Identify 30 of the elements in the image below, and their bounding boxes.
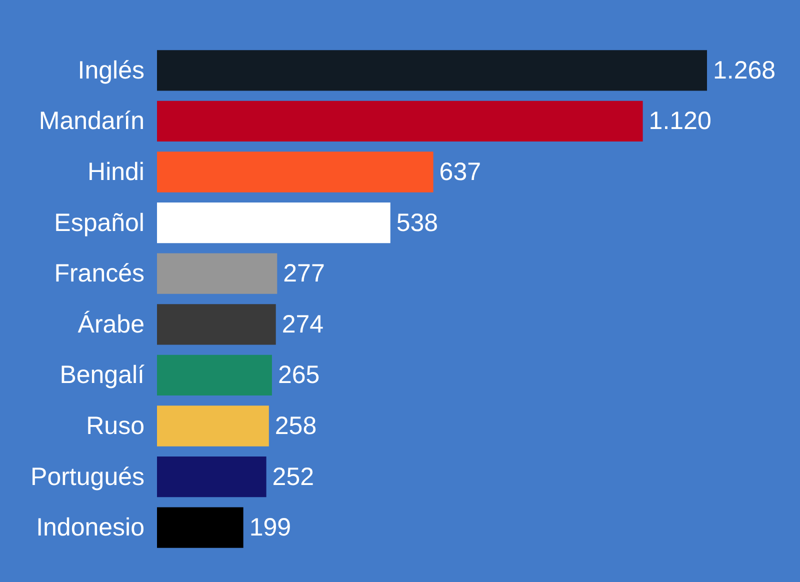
- bar: [157, 202, 390, 244]
- y-tick-label: Francés: [54, 260, 144, 288]
- bar: [157, 50, 707, 91]
- data-label: 274: [282, 310, 324, 338]
- y-tick-label: Árabe: [78, 310, 144, 338]
- y-tick-label: Bengalí: [60, 361, 145, 390]
- data-label: 1.268: [713, 56, 776, 84]
- bar: [157, 304, 276, 345]
- bar: [157, 152, 434, 192]
- bar: [157, 354, 272, 396]
- data-label: 1.120: [648, 107, 712, 136]
- bar: [157, 406, 269, 446]
- data-label: 538: [396, 208, 438, 237]
- bar: [157, 456, 266, 498]
- y-tick-label: Español: [54, 208, 144, 237]
- y-tick-label: Hindi: [88, 158, 144, 186]
- data-label: 199: [249, 514, 292, 542]
- data-label: 277: [283, 260, 325, 288]
- y-tick-label: Mandarín: [38, 107, 144, 136]
- y-tick-label: Ruso: [86, 412, 144, 440]
- y-tick-label: Inglés: [78, 56, 144, 84]
- bar: [157, 100, 643, 142]
- data-label: 252: [272, 462, 314, 491]
- y-tick-label: Indonesio: [36, 514, 144, 542]
- data-label: 258: [274, 412, 317, 440]
- bar: [157, 507, 244, 548]
- data-label: 265: [278, 361, 320, 390]
- bar: [157, 253, 278, 294]
- y-tick-label: Portugués: [30, 462, 144, 491]
- data-label: 637: [439, 158, 482, 186]
